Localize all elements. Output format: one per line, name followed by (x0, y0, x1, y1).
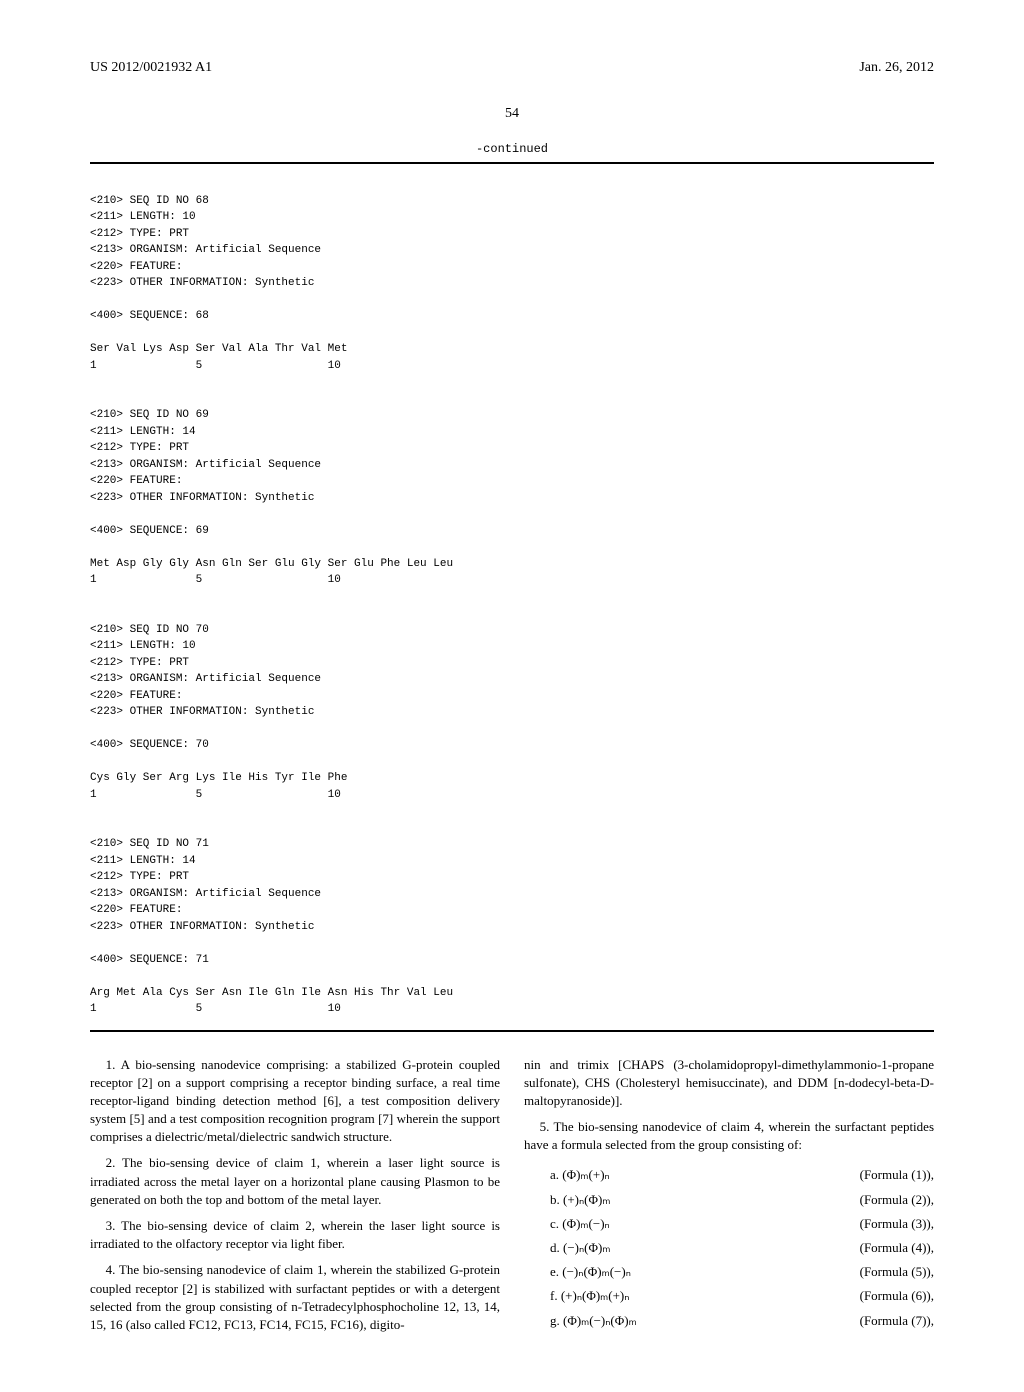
formula-label: (Formula (7)), (860, 1312, 934, 1330)
claim-4a: 4. The bio-sensing nanodevice of claim 1… (90, 1261, 500, 1334)
formula-label: (Formula (5)), (860, 1263, 934, 1281)
formula-expr: d. (−)ₙ(Φ)ₘ (550, 1239, 610, 1257)
formula-label: (Formula (2)), (860, 1191, 934, 1209)
formula-table: a. (Φ)ₘ(+)ₙ (Formula (1)), b. (+)ₙ(Φ)ₘ (For… (524, 1166, 934, 1329)
formula-expr: e. (−)ₙ(Φ)ₘ(−)ₙ (550, 1263, 631, 1281)
formula-row: g. (Φ)ₘ(−)ₙ(Φ)ₘ (Formula (7)), (524, 1312, 934, 1330)
formula-label: (Formula (3)), (860, 1215, 934, 1233)
claims-columns: 1. A bio-sensing nanodevice comprising: … (90, 1056, 934, 1343)
page-number: 54 (90, 106, 934, 122)
formula-row: f. (+)ₙ(Φ)ₘ(+)ₙ (Formula (6)), (524, 1287, 934, 1305)
publication-date: Jan. 26, 2012 (859, 60, 934, 76)
formula-expr: c. (Φ)ₘ(−)ₙ (550, 1215, 610, 1233)
claim-1: 1. A bio-sensing nanodevice comprising: … (90, 1056, 500, 1147)
formula-row: d. (−)ₙ(Φ)ₘ (Formula (4)), (524, 1239, 934, 1257)
formula-row: a. (Φ)ₘ(+)ₙ (Formula (1)), (524, 1166, 934, 1184)
page-header: US 2012/0021932 A1 Jan. 26, 2012 (90, 60, 934, 76)
claim-5: 5. The bio-sensing nanodevice of claim 4… (524, 1118, 934, 1154)
formula-row: e. (−)ₙ(Φ)ₘ(−)ₙ (Formula (5)), (524, 1263, 934, 1281)
sequence-listing: <210> SEQ ID NO 68 <211> LENGTH: 10 <212… (90, 162, 934, 1032)
claim-3: 3. The bio-sensing device of claim 2, wh… (90, 1217, 500, 1253)
claim-2: 2. The bio-sensing device of claim 1, wh… (90, 1154, 500, 1209)
formula-label: (Formula (1)), (860, 1166, 934, 1184)
formula-expr: a. (Φ)ₘ(+)ₙ (550, 1166, 610, 1184)
continued-label: -continued (90, 142, 934, 156)
left-column: 1. A bio-sensing nanodevice comprising: … (90, 1056, 500, 1343)
formula-row: b. (+)ₙ(Φ)ₘ (Formula (2)), (524, 1191, 934, 1209)
publication-number: US 2012/0021932 A1 (90, 60, 212, 76)
claim-4b: nin and trimix [CHAPS (3-cholamidopropyl… (524, 1056, 934, 1111)
formula-expr: g. (Φ)ₘ(−)ₙ(Φ)ₘ (550, 1312, 637, 1330)
formula-expr: f. (+)ₙ(Φ)ₘ(+)ₙ (550, 1287, 629, 1305)
formula-row: c. (Φ)ₘ(−)ₙ (Formula (3)), (524, 1215, 934, 1233)
right-column: nin and trimix [CHAPS (3-cholamidopropyl… (524, 1056, 934, 1343)
formula-expr: b. (+)ₙ(Φ)ₘ (550, 1191, 610, 1209)
formula-label: (Formula (6)), (860, 1287, 934, 1305)
formula-label: (Formula (4)), (860, 1239, 934, 1257)
